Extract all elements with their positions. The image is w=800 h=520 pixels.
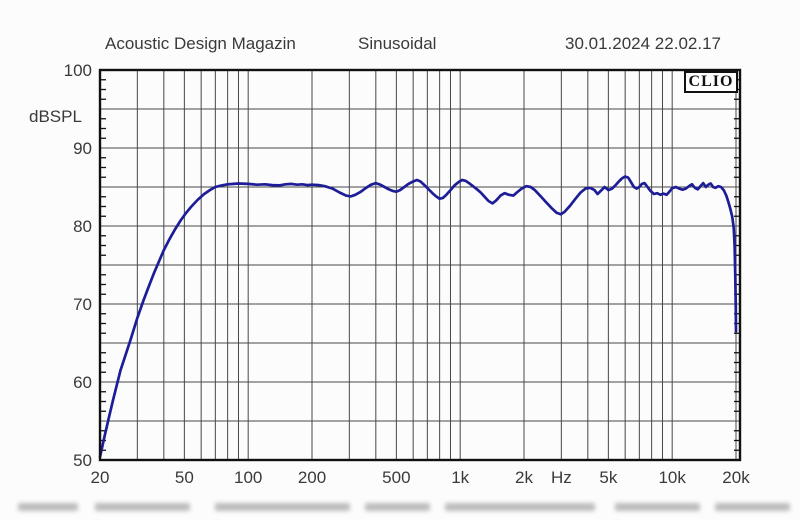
- smudge-mark: [715, 503, 790, 511]
- x-tick-label: 10k: [658, 468, 686, 487]
- smudge-mark: [365, 503, 430, 511]
- smudge-mark: [95, 503, 190, 511]
- x-tick-label: 100: [234, 468, 262, 487]
- x-tick-label: 200: [298, 468, 326, 487]
- smudge-mark: [18, 503, 78, 511]
- y-axis-unit-label: dBSPL: [29, 107, 82, 126]
- x-tick-label: 20k: [722, 468, 750, 487]
- clio-logo-badge: CLIO: [684, 71, 738, 93]
- header-company-label: Acoustic Design Magazin: [105, 34, 296, 53]
- x-tick-label: 500: [382, 468, 410, 487]
- cropped-text-artifact: [0, 501, 800, 513]
- x-tick-label: 20: [91, 468, 110, 487]
- y-tick-label: 80: [73, 217, 92, 236]
- y-tick-label: 50: [73, 451, 92, 470]
- plot-border: [98, 68, 742, 462]
- y-tick-label: 90: [73, 139, 92, 158]
- y-tick-label: 100: [64, 61, 92, 80]
- y-tick-label: 60: [73, 373, 92, 392]
- x-tick-label: 50: [175, 468, 194, 487]
- x-tick-label: 2k: [515, 468, 533, 487]
- smudge-mark: [445, 503, 595, 511]
- x-tick-label: 5k: [599, 468, 617, 487]
- header-signal-type-label: Sinusoidal: [358, 34, 437, 53]
- response-curve: [98, 175, 738, 459]
- smudge-mark: [215, 503, 350, 511]
- x-tick-label: 1k: [451, 468, 469, 487]
- smudge-mark: [615, 503, 700, 511]
- clio-logo-text: CLIO: [688, 73, 734, 90]
- x-tick-label: Hz: [551, 468, 572, 487]
- header-datetime-label: 30.01.2024 22.02.17: [565, 34, 721, 53]
- y-tick-label: 70: [73, 295, 92, 314]
